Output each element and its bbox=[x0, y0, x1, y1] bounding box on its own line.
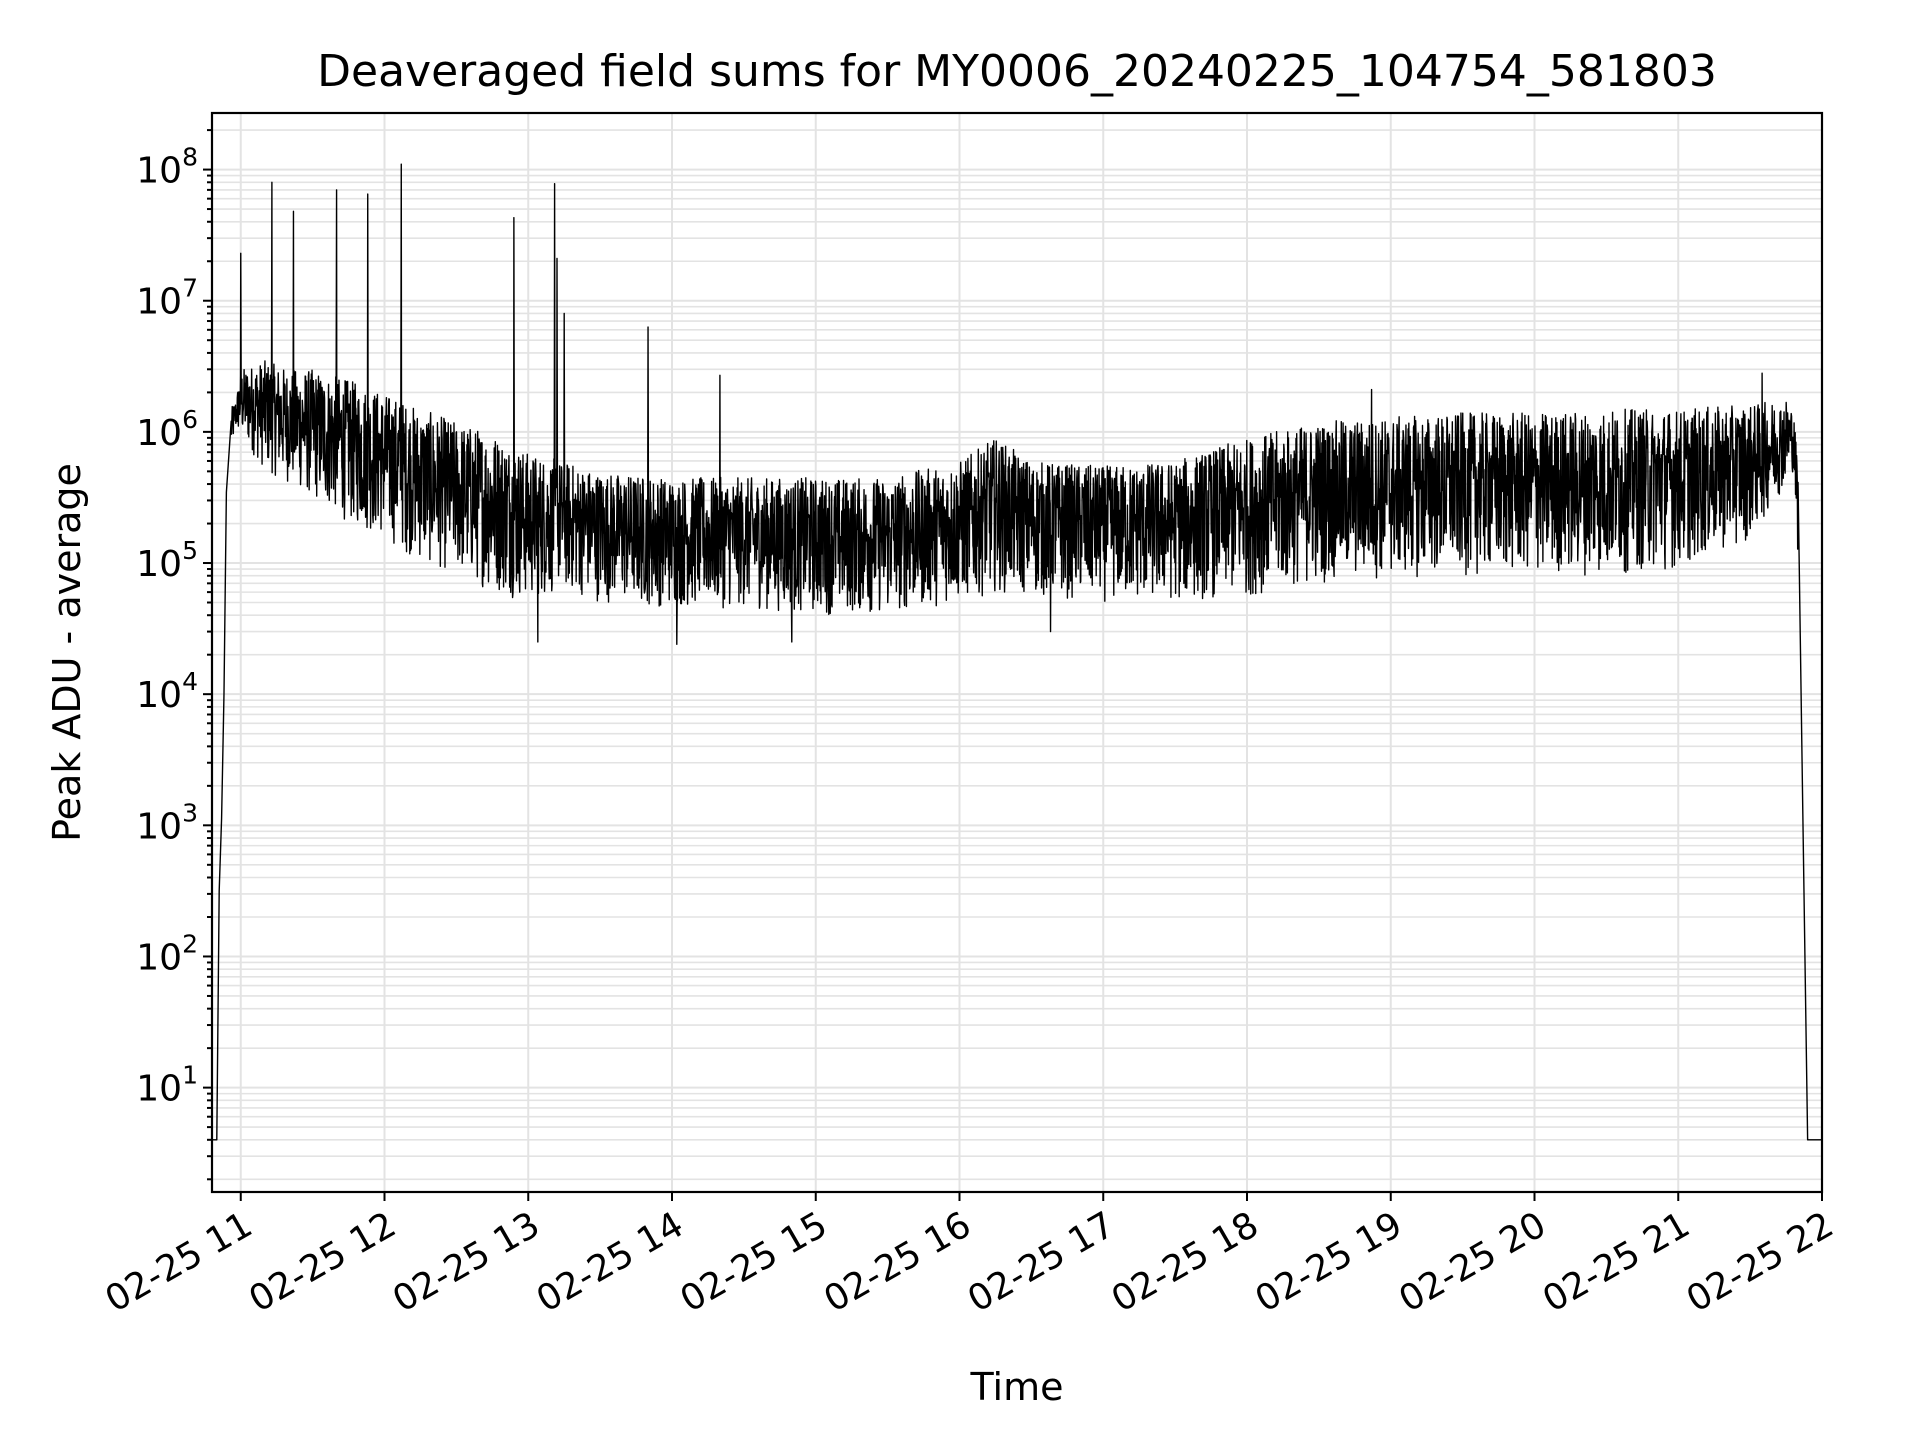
y-tick-label: 105 bbox=[136, 536, 198, 585]
y-tick-label: 106 bbox=[136, 405, 198, 454]
x-axis-label: Time bbox=[970, 1365, 1064, 1409]
y-tick-label: 104 bbox=[136, 667, 198, 716]
y-axis-label: Peak ADU - average bbox=[45, 463, 89, 842]
y-tick-label: 102 bbox=[136, 929, 198, 978]
y-tick-label: 101 bbox=[136, 1061, 198, 1110]
grid bbox=[212, 113, 1823, 1192]
y-axis: 101 102 103 104 105 106 107 108 bbox=[136, 129, 212, 1181]
y-tick-label: 107 bbox=[136, 274, 198, 323]
series-layer bbox=[212, 163, 1822, 1141]
series-line bbox=[212, 163, 1822, 1141]
chart-title: Deaveraged field sums for MY0006_2024022… bbox=[317, 46, 1717, 97]
y-tick-label: 103 bbox=[136, 798, 198, 847]
plot-frame bbox=[210, 111, 1824, 1194]
y-tick-label: 108 bbox=[136, 143, 198, 192]
